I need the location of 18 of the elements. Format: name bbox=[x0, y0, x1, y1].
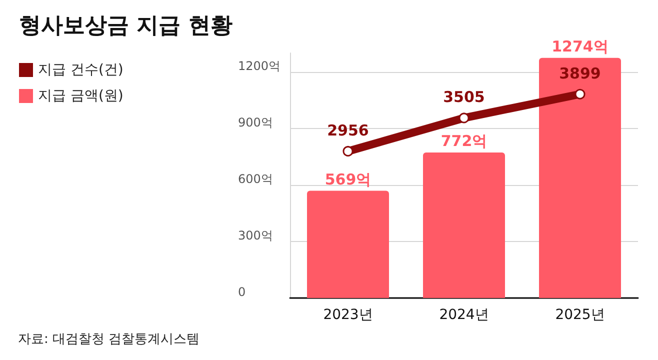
data-label: 3505 bbox=[443, 88, 485, 106]
y-tick-label: 300억 bbox=[238, 228, 273, 242]
x-tick-label: 2023년 bbox=[323, 307, 373, 323]
legend-label: 지급 건수(건) bbox=[38, 62, 124, 78]
data-label: 3899 bbox=[559, 64, 601, 82]
data-label: 772억 bbox=[440, 132, 488, 150]
text: 자료: 대검찰청 검찰통계시스템 bbox=[18, 332, 200, 347]
data-label: 2956 bbox=[327, 121, 369, 140]
data-label: 1274억 bbox=[552, 37, 608, 56]
y-tick-label: 1200억 bbox=[238, 58, 281, 73]
data-label: 569억 bbox=[324, 170, 372, 188]
y-tick-label: 900억 bbox=[238, 115, 273, 130]
legend-label: 지급 금액(원) bbox=[38, 88, 124, 104]
chart-title: 형사보상금 지급 현황 bbox=[19, 14, 232, 38]
y-tick-label: 600억 bbox=[238, 172, 273, 186]
x-tick-label: 2025년 bbox=[555, 307, 605, 323]
y-tick-label: 0 bbox=[238, 285, 246, 299]
x-tick-label: 2024년 bbox=[439, 307, 489, 323]
